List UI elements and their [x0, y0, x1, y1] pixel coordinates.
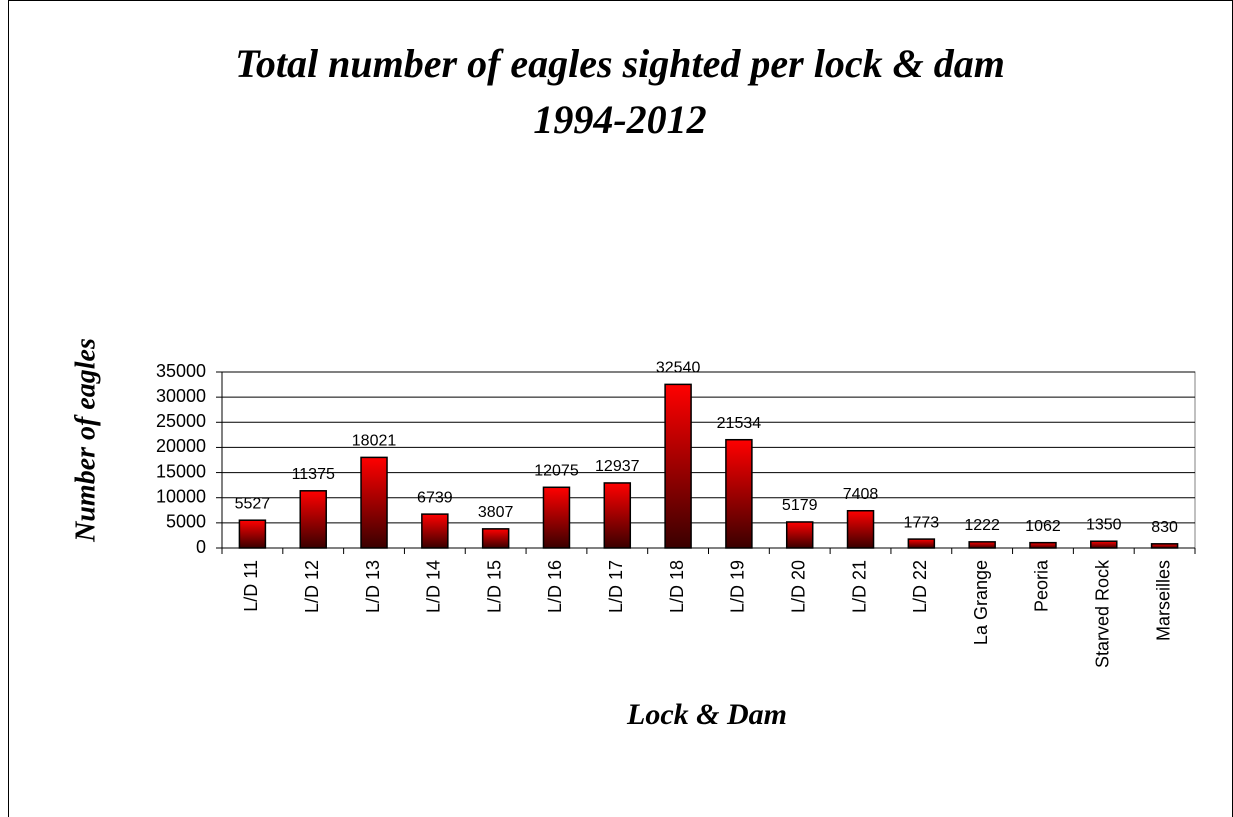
x-tick-label: L/D 14 [424, 560, 444, 613]
bar [1150, 543, 1179, 549]
bar [421, 513, 449, 549]
x-tick-label: L/D 18 [667, 560, 687, 613]
x-tick-label: L/D 19 [728, 560, 748, 613]
y-tick-label: 15000 [156, 461, 206, 481]
y-tick-label: 25000 [156, 411, 206, 431]
value-label: 5179 [782, 497, 818, 514]
value-label: 1773 [904, 514, 940, 531]
bar [846, 509, 875, 549]
value-label: 32540 [656, 360, 701, 377]
value-label: 21534 [717, 415, 762, 432]
x-tick-label: L/D 17 [606, 560, 626, 613]
bar [481, 528, 510, 549]
value-label: 5527 [235, 495, 271, 512]
value-label: 18021 [352, 433, 397, 450]
value-label: 12937 [595, 458, 640, 475]
x-tick-label: Peoria [1032, 559, 1052, 612]
x-tick-label: L/D 20 [788, 560, 808, 613]
y-axis-title: Number of eagles [70, 338, 101, 543]
y-tick-label: 0 [196, 537, 206, 557]
bar [907, 538, 936, 549]
value-label: 6739 [417, 489, 453, 506]
x-tick-label: L/D 13 [363, 560, 383, 613]
y-tick-label: 30000 [156, 386, 206, 406]
x-tick-label: La Grange [971, 560, 991, 645]
x-tick-label: L/D 12 [302, 560, 322, 613]
bar [968, 541, 996, 549]
y-tick-label: 10000 [156, 486, 206, 506]
y-tick-label: 35000 [156, 361, 206, 381]
x-tick-label: L/D 16 [545, 560, 565, 613]
value-label: 11375 [292, 466, 335, 483]
bar [725, 438, 753, 549]
bar [1090, 540, 1118, 549]
bar [603, 482, 632, 549]
x-tick-label: L/D 21 [849, 560, 869, 613]
chart-title: Total number of eagles sighted per lock … [235, 41, 1005, 86]
value-label: 3807 [478, 504, 514, 521]
value-label: 830 [1151, 519, 1178, 536]
x-tick-label: Marseilles [1153, 560, 1173, 641]
value-label: 12075 [534, 462, 579, 479]
x-tick-label: L/D 15 [484, 560, 504, 613]
y-tick-label: 5000 [166, 512, 206, 532]
bar [542, 486, 571, 549]
x-tick-label: Starved Rock [1093, 559, 1113, 668]
bar [299, 490, 327, 549]
chart-subtitle: 1994-2012 [533, 97, 706, 142]
x-axis-title: Lock & Dam [626, 698, 787, 731]
value-label: 1350 [1086, 516, 1122, 533]
value-label: 1222 [964, 517, 1000, 534]
bar [360, 456, 388, 549]
x-tick-label: L/D 22 [910, 560, 930, 613]
bar [1029, 541, 1057, 549]
value-label: 7408 [843, 486, 879, 503]
bar [238, 519, 267, 549]
y-tick-label: 20000 [156, 436, 206, 456]
x-tick-label: L/D 11 [241, 560, 261, 612]
bar [664, 383, 692, 549]
bar [785, 521, 814, 549]
value-label: 1062 [1025, 518, 1061, 535]
